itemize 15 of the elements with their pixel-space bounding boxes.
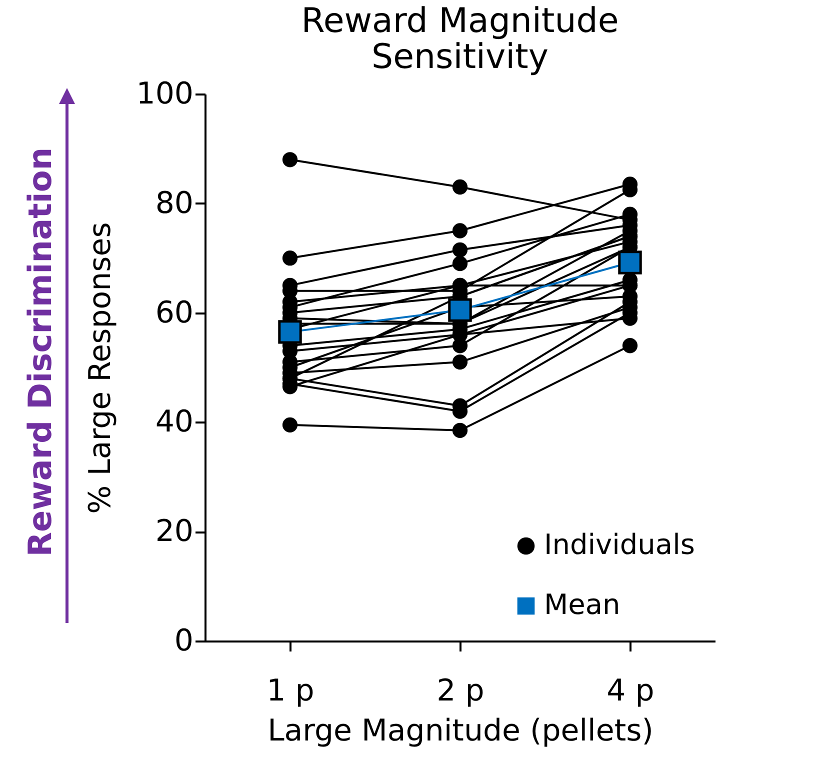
y-tick-label: 80 [155, 186, 194, 221]
y-tick-label: 40 [155, 404, 194, 440]
chart-title: Reward Magnitude Sensitivity [301, 1, 619, 77]
y-tick-label: 100 [136, 76, 194, 112]
x-tick-label: 1 p [266, 674, 314, 708]
text: Reward Discrimination [21, 147, 59, 557]
x-axis-title: Large Magnitude (pellets) [268, 714, 654, 748]
x-tick-label: 4 p [606, 674, 654, 708]
y-tick-label: 60 [155, 295, 194, 330]
legend-label: Individuals [544, 528, 695, 561]
y-axis-title: % Large Responses [83, 222, 118, 514]
x-tick-label: 2 p [436, 674, 484, 708]
y-tick-label: 20 [155, 514, 194, 550]
legend-label: Mean [544, 588, 620, 621]
y-tick-label: 0 [174, 624, 194, 658]
